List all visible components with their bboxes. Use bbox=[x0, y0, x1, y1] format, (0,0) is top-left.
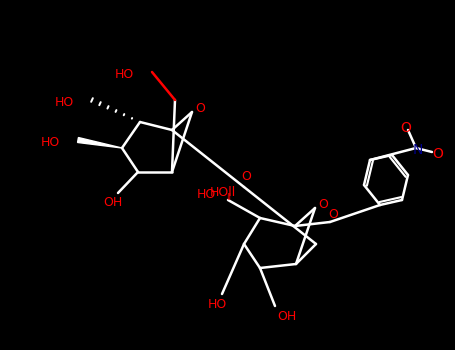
Text: II: II bbox=[226, 194, 231, 203]
Text: O: O bbox=[328, 208, 338, 220]
Text: O: O bbox=[433, 147, 444, 161]
Text: HO: HO bbox=[115, 68, 134, 80]
Text: O: O bbox=[195, 103, 205, 116]
Text: HO: HO bbox=[207, 298, 227, 310]
Text: OH: OH bbox=[103, 196, 123, 210]
Text: HO: HO bbox=[55, 96, 74, 108]
Text: HO: HO bbox=[197, 189, 216, 202]
Text: HO: HO bbox=[41, 135, 60, 148]
Text: N: N bbox=[413, 143, 423, 157]
Text: O: O bbox=[241, 170, 251, 183]
Text: HOll: HOll bbox=[210, 186, 236, 198]
Text: O: O bbox=[318, 198, 328, 211]
Polygon shape bbox=[77, 138, 122, 148]
Text: O: O bbox=[400, 121, 411, 135]
Text: OH: OH bbox=[278, 309, 297, 322]
